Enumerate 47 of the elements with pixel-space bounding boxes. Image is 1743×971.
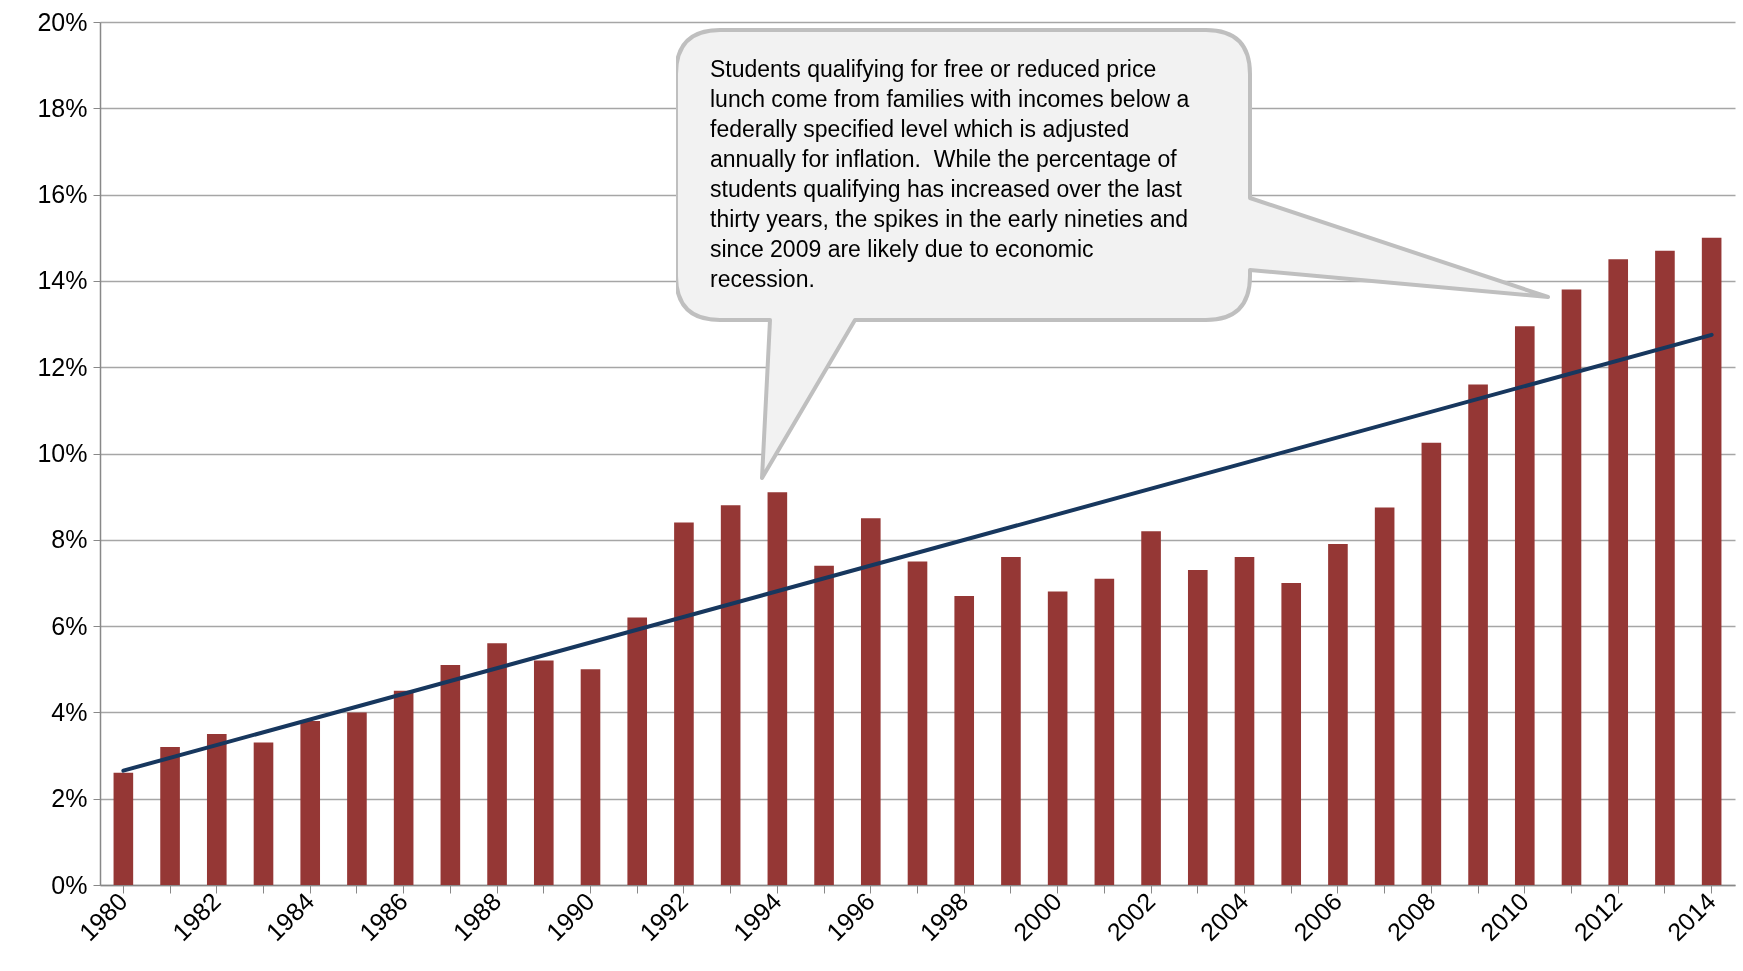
- bar: [1328, 544, 1348, 885]
- bar: [1141, 531, 1161, 885]
- bar: [393, 690, 414, 885]
- y-tick-label: 20%: [37, 7, 88, 36]
- bar: [1655, 250, 1675, 885]
- y-tick-label: 4%: [51, 697, 88, 726]
- bar: [440, 664, 461, 885]
- bar: [487, 643, 507, 885]
- bar: [674, 522, 694, 885]
- bar: [1001, 557, 1021, 885]
- bar: [160, 746, 180, 885]
- y-tick-label: 12%: [37, 352, 88, 381]
- bar: [1468, 384, 1488, 885]
- bar: [580, 669, 601, 885]
- bar: [253, 742, 274, 885]
- bar: [1234, 557, 1255, 885]
- y-tick-label: 8%: [51, 525, 88, 554]
- bar: [300, 721, 321, 885]
- bar: [1281, 582, 1302, 885]
- bar: [860, 518, 881, 885]
- y-tick-label: 2%: [51, 784, 88, 813]
- bar: [1094, 578, 1115, 885]
- bar: [1514, 326, 1535, 885]
- y-tick-label: 14%: [37, 266, 88, 295]
- bar: [1374, 507, 1395, 885]
- bar: [533, 660, 554, 885]
- y-tick-label: 16%: [37, 180, 88, 209]
- y-tick-label: 18%: [37, 93, 88, 122]
- bar: [1608, 259, 1629, 885]
- bar: [954, 595, 975, 885]
- bar: [627, 617, 648, 885]
- bar: [1421, 442, 1442, 885]
- y-tick-label: 6%: [51, 611, 88, 640]
- annotation: Students qualifying for free or reduced price lunch come from families with incomes below a federally specified level which is adjusted annually for inflation. While the percentage of students qualifying has increased over the last thirty years, the spikes in the early nineties and since 2009 are likely due to economic recession.: [710, 55, 1191, 294]
- bar: [1047, 591, 1068, 885]
- bar: [1701, 237, 1722, 885]
- bar: [814, 565, 834, 885]
- bar: [1187, 570, 1208, 885]
- bar: [347, 712, 367, 885]
- y-tick-label: 10%: [37, 439, 88, 467]
- bar: [1561, 289, 1582, 885]
- bar: [720, 505, 741, 885]
- bar: [907, 561, 928, 885]
- bar: [113, 772, 134, 885]
- bar: [767, 492, 788, 885]
- bar: [206, 733, 227, 885]
- y-tick-label: 0%: [51, 870, 88, 899]
